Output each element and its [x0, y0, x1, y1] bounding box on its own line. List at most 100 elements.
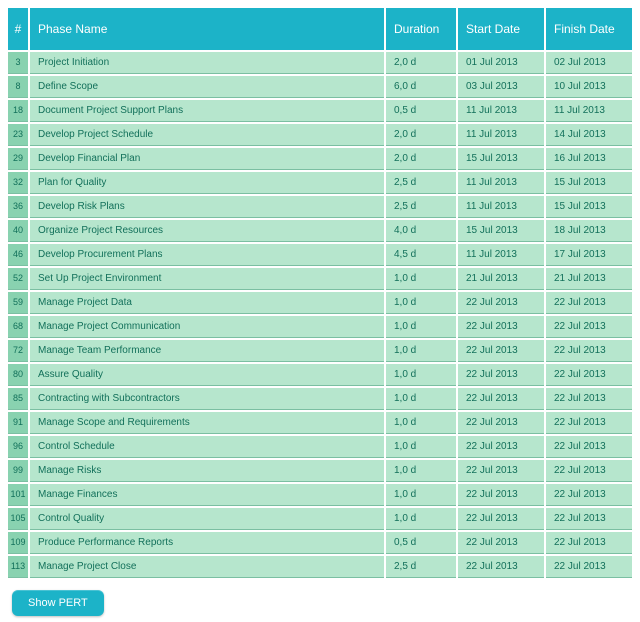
- cell-start: 22 Jul 2013: [458, 436, 544, 458]
- cell-phase: Manage Project Communication: [30, 316, 384, 338]
- cell-start: 11 Jul 2013: [458, 124, 544, 146]
- cell-finish: 22 Jul 2013: [546, 412, 632, 434]
- table-row: 109Produce Performance Reports0,5 d22 Ju…: [8, 532, 632, 554]
- cell-number: 59: [8, 292, 28, 314]
- cell-start: 22 Jul 2013: [458, 556, 544, 578]
- table-row: 23Develop Project Schedule2,0 d11 Jul 20…: [8, 124, 632, 146]
- cell-number: 91: [8, 412, 28, 434]
- cell-finish: 22 Jul 2013: [546, 484, 632, 506]
- cell-finish: 22 Jul 2013: [546, 316, 632, 338]
- cell-phase: Manage Risks: [30, 460, 384, 482]
- cell-duration: 2,0 d: [386, 52, 456, 74]
- cell-start: 15 Jul 2013: [458, 220, 544, 242]
- cell-start: 15 Jul 2013: [458, 148, 544, 170]
- cell-phase: Produce Performance Reports: [30, 532, 384, 554]
- cell-number: 3: [8, 52, 28, 74]
- cell-phase: Organize Project Resources: [30, 220, 384, 242]
- cell-number: 80: [8, 364, 28, 386]
- cell-start: 22 Jul 2013: [458, 460, 544, 482]
- cell-number: 72: [8, 340, 28, 362]
- table-row: 46Develop Procurement Plans4,5 d11 Jul 2…: [8, 244, 632, 266]
- cell-duration: 2,5 d: [386, 172, 456, 194]
- cell-duration: 4,0 d: [386, 220, 456, 242]
- cell-start: 22 Jul 2013: [458, 412, 544, 434]
- cell-duration: 1,0 d: [386, 460, 456, 482]
- col-phase-name: Phase Name: [30, 8, 384, 50]
- cell-start: 11 Jul 2013: [458, 196, 544, 218]
- cell-start: 11 Jul 2013: [458, 172, 544, 194]
- col-start-date: Start Date: [458, 8, 544, 50]
- table-row: 52Set Up Project Environment1,0 d21 Jul …: [8, 268, 632, 290]
- cell-finish: 22 Jul 2013: [546, 460, 632, 482]
- cell-start: 22 Jul 2013: [458, 364, 544, 386]
- cell-start: 22 Jul 2013: [458, 532, 544, 554]
- cell-start: 22 Jul 2013: [458, 316, 544, 338]
- table-row: 3Project Initiation2,0 d01 Jul 201302 Ju…: [8, 52, 632, 74]
- cell-phase: Set Up Project Environment: [30, 268, 384, 290]
- cell-number: 23: [8, 124, 28, 146]
- cell-number: 101: [8, 484, 28, 506]
- cell-finish: 22 Jul 2013: [546, 532, 632, 554]
- cell-phase: Manage Scope and Requirements: [30, 412, 384, 434]
- cell-finish: 14 Jul 2013: [546, 124, 632, 146]
- col-duration: Duration: [386, 8, 456, 50]
- cell-finish: 15 Jul 2013: [546, 172, 632, 194]
- cell-start: 21 Jul 2013: [458, 268, 544, 290]
- table-row: 72Manage Team Performance1,0 d22 Jul 201…: [8, 340, 632, 362]
- cell-phase: Document Project Support Plans: [30, 100, 384, 122]
- table-row: 18Document Project Support Plans0,5 d11 …: [8, 100, 632, 122]
- cell-finish: 22 Jul 2013: [546, 364, 632, 386]
- cell-start: 22 Jul 2013: [458, 292, 544, 314]
- cell-duration: 2,0 d: [386, 124, 456, 146]
- cell-duration: 1,0 d: [386, 364, 456, 386]
- cell-phase: Manage Team Performance: [30, 340, 384, 362]
- cell-number: 99: [8, 460, 28, 482]
- cell-phase: Control Quality: [30, 508, 384, 530]
- cell-finish: 22 Jul 2013: [546, 556, 632, 578]
- cell-finish: 22 Jul 2013: [546, 388, 632, 410]
- table-row: 29Develop Financial Plan2,0 d15 Jul 2013…: [8, 148, 632, 170]
- cell-phase: Develop Risk Plans: [30, 196, 384, 218]
- cell-phase: Develop Project Schedule: [30, 124, 384, 146]
- cell-start: 01 Jul 2013: [458, 52, 544, 74]
- table-row: 113Manage Project Close2,5 d22 Jul 20132…: [8, 556, 632, 578]
- table-row: 59Manage Project Data1,0 d22 Jul 201322 …: [8, 292, 632, 314]
- cell-finish: 22 Jul 2013: [546, 340, 632, 362]
- cell-finish: 22 Jul 2013: [546, 508, 632, 530]
- table-row: 91Manage Scope and Requirements1,0 d22 J…: [8, 412, 632, 434]
- cell-finish: 21 Jul 2013: [546, 268, 632, 290]
- cell-finish: 15 Jul 2013: [546, 196, 632, 218]
- cell-duration: 0,5 d: [386, 532, 456, 554]
- cell-duration: 0,5 d: [386, 100, 456, 122]
- cell-number: 18: [8, 100, 28, 122]
- project-phase-table: # Phase Name Duration Start Date Finish …: [6, 6, 634, 580]
- cell-start: 11 Jul 2013: [458, 100, 544, 122]
- table-row: 80Assure Quality1,0 d22 Jul 201322 Jul 2…: [8, 364, 632, 386]
- cell-duration: 1,0 d: [386, 484, 456, 506]
- cell-phase: Control Schedule: [30, 436, 384, 458]
- cell-phase: Assure Quality: [30, 364, 384, 386]
- cell-phase: Develop Financial Plan: [30, 148, 384, 170]
- col-finish-date: Finish Date: [546, 8, 632, 50]
- table-row: 40Organize Project Resources4,0 d15 Jul …: [8, 220, 632, 242]
- cell-number: 40: [8, 220, 28, 242]
- cell-phase: Manage Finances: [30, 484, 384, 506]
- cell-start: 22 Jul 2013: [458, 340, 544, 362]
- cell-number: 52: [8, 268, 28, 290]
- cell-finish: 10 Jul 2013: [546, 76, 632, 98]
- cell-phase: Define Scope: [30, 76, 384, 98]
- cell-number: 96: [8, 436, 28, 458]
- cell-phase: Contracting with Subcontractors: [30, 388, 384, 410]
- cell-number: 8: [8, 76, 28, 98]
- cell-phase: Project Initiation: [30, 52, 384, 74]
- table-row: 68Manage Project Communication1,0 d22 Ju…: [8, 316, 632, 338]
- cell-duration: 6,0 d: [386, 76, 456, 98]
- table-row: 32Plan for Quality2,5 d11 Jul 201315 Jul…: [8, 172, 632, 194]
- show-pert-button[interactable]: Show PERT: [12, 590, 104, 616]
- cell-number: 85: [8, 388, 28, 410]
- cell-finish: 02 Jul 2013: [546, 52, 632, 74]
- cell-number: 46: [8, 244, 28, 266]
- cell-number: 32: [8, 172, 28, 194]
- cell-number: 68: [8, 316, 28, 338]
- col-number: #: [8, 8, 28, 50]
